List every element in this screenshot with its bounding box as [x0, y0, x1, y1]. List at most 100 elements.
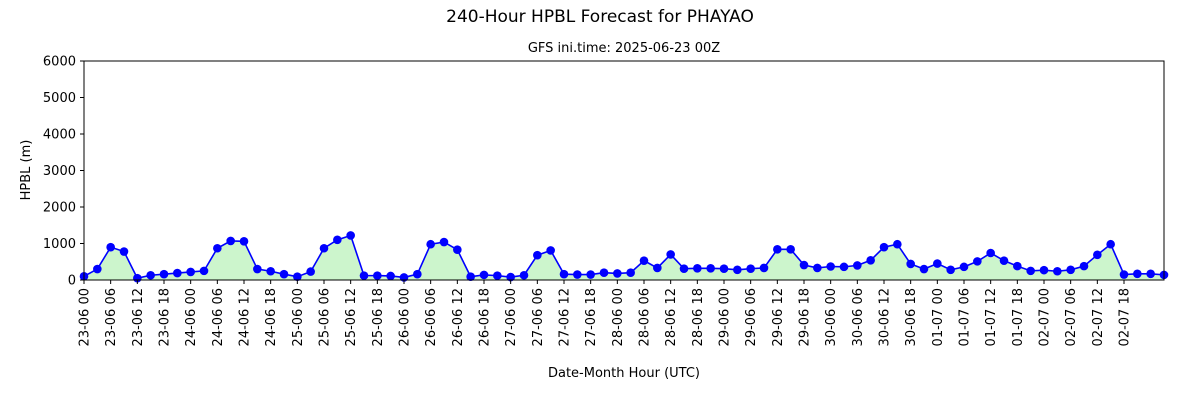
data-point-11: [226, 236, 235, 246]
data-point-5: [146, 270, 155, 280]
data-point-16: [293, 272, 302, 282]
data-point-47: [706, 264, 715, 273]
data-point-79: [1133, 269, 1142, 279]
y-tick-label-3000: 3000: [43, 164, 76, 179]
data-point-36: [559, 269, 569, 279]
x-tick-label-29: 30-06 06: [851, 288, 866, 346]
x-tick-label-14: 26-06 12: [451, 288, 466, 346]
data-point-71: [1026, 266, 1035, 276]
x-tick-label-26: 29-06 12: [771, 288, 786, 346]
x-tick-label-4: 24-06 00: [184, 288, 199, 346]
data-point-66: [959, 262, 969, 272]
data-point-80: [1146, 269, 1155, 279]
data-point-41: [626, 268, 635, 278]
y-tick-label-0: 0: [68, 274, 76, 289]
data-point-2: [106, 242, 115, 252]
x-tick-label-13: 26-06 06: [424, 288, 439, 346]
data-point-44: [666, 250, 675, 259]
data-point-9: [199, 266, 209, 276]
data-point-64: [933, 259, 942, 268]
data-point-12: [239, 237, 249, 246]
x-tick-label-12: 26-06 00: [398, 288, 413, 346]
x-tick-label-20: 28-06 00: [611, 288, 626, 346]
data-point-53: [786, 245, 795, 254]
data-point-29: [466, 272, 475, 282]
data-point-30: [479, 270, 489, 280]
x-tick-label-22: 28-06 12: [664, 288, 679, 346]
y-axis-label: HPBL (m): [19, 140, 34, 201]
x-tick-label-8: 25-06 00: [291, 288, 306, 346]
data-point-8: [186, 267, 195, 277]
data-point-20: [346, 231, 355, 240]
data-point-19: [333, 235, 342, 245]
x-tick-label-0: 23-06 00: [78, 288, 93, 346]
x-tick-label-36: 02-07 00: [1038, 288, 1053, 346]
data-point-35: [546, 246, 555, 255]
x-axis-label: Date-Month Hour (UTC): [548, 366, 700, 381]
data-point-49: [733, 265, 742, 275]
x-tick-label-38: 02-07 12: [1091, 288, 1106, 346]
data-point-57: [839, 262, 849, 272]
data-point-6: [159, 269, 169, 279]
y-tick-label-4000: 4000: [43, 128, 76, 143]
data-point-56: [826, 262, 835, 271]
data-point-75: [1079, 261, 1089, 271]
x-tick-label-21: 28-06 06: [638, 288, 653, 346]
x-tick-label-5: 24-06 06: [211, 288, 226, 346]
data-point-28: [453, 245, 462, 255]
data-point-43: [653, 263, 662, 273]
x-tick-label-18: 27-06 12: [558, 288, 573, 346]
data-point-22: [373, 271, 382, 280]
data-point-32: [506, 272, 515, 282]
data-point-69: [999, 256, 1009, 265]
y-axis: 0 1000 2000 3000 4000 5000 6000: [43, 55, 84, 289]
data-point-52: [773, 245, 782, 254]
y-tick-label-2000: 2000: [43, 201, 76, 216]
x-tick-label-25: 29-06 06: [744, 288, 759, 346]
y-tick-label-5000: 5000: [43, 91, 76, 106]
y-tick-label-1000: 1000: [43, 237, 76, 252]
data-point-67: [973, 257, 982, 266]
data-point-76: [1093, 250, 1102, 260]
data-point-59: [866, 255, 875, 265]
data-point-54: [799, 260, 809, 270]
data-point-17: [306, 267, 315, 276]
data-points-layer: [79, 231, 1169, 283]
x-tick-label-17: 27-06 06: [531, 288, 546, 346]
x-tick-label-3: 23-06 18: [158, 288, 173, 346]
chart-title: 240-Hour HPBL Forecast for PHAYAO: [446, 7, 754, 27]
data-point-70: [1013, 261, 1022, 271]
x-tick-label-27: 29-06 18: [798, 288, 813, 346]
x-tick-label-30: 30-06 12: [878, 288, 893, 346]
data-point-48: [719, 264, 729, 273]
data-point-63: [919, 264, 929, 274]
data-point-39: [599, 268, 609, 278]
data-point-78: [1119, 270, 1129, 279]
x-tick-label-1: 23-06 06: [104, 288, 119, 346]
x-tick-label-33: 01-07 06: [958, 288, 973, 346]
data-point-37: [573, 270, 582, 279]
data-point-31: [493, 271, 502, 280]
data-point-33: [519, 270, 529, 280]
x-tick-label-23: 28-06 18: [691, 288, 706, 346]
data-point-55: [813, 263, 822, 273]
y-tick-label-6000: 6000: [43, 55, 76, 70]
data-point-45: [679, 264, 689, 273]
data-point-65: [946, 265, 955, 275]
x-tick-label-10: 25-06 12: [344, 288, 359, 346]
data-point-21: [359, 271, 369, 280]
x-tick-label-31: 30-06 18: [904, 288, 919, 346]
data-point-1: [93, 264, 102, 274]
x-tick-label-16: 27-06 00: [504, 288, 519, 346]
data-point-61: [893, 239, 902, 249]
x-tick-label-37: 02-07 06: [1064, 288, 1079, 346]
x-tick-label-11: 25-06 18: [371, 288, 386, 346]
data-point-58: [853, 261, 862, 270]
data-point-25: [413, 269, 422, 279]
x-tick-label-6: 24-06 12: [238, 288, 253, 346]
data-point-60: [879, 242, 889, 252]
data-point-26: [426, 239, 435, 249]
data-point-15: [279, 269, 289, 279]
data-point-72: [1039, 265, 1049, 275]
x-axis: 23-06 00 23-06 06 23-06 12 23-06 18 24-06 00…: [78, 280, 1133, 346]
